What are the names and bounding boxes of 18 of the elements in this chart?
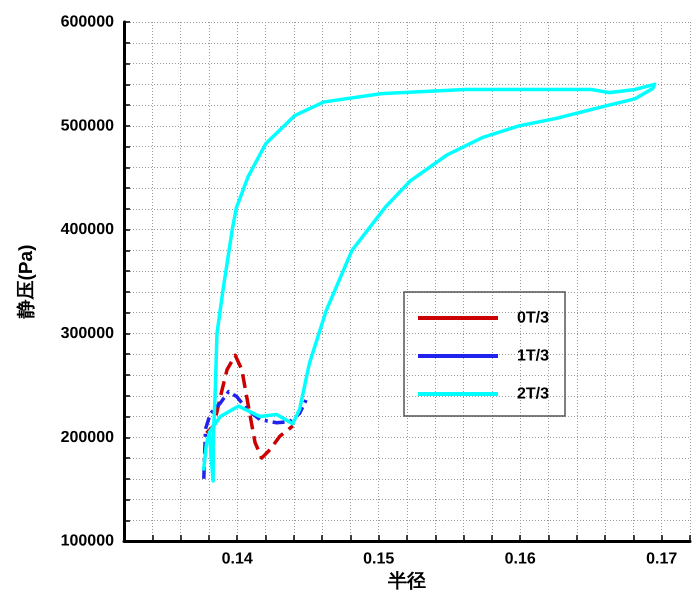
legend-label: 2T/3 — [517, 386, 550, 402]
line-series — [202, 390, 308, 481]
x-tick-label: 0.15 — [363, 550, 394, 568]
line-series — [202, 82, 657, 483]
y-tick-label: 200000 — [60, 428, 114, 446]
legend-label: 1T/3 — [517, 348, 550, 364]
y-tick-label: 300000 — [60, 324, 114, 342]
x-tick-label: 0.16 — [504, 550, 536, 568]
y-axis-title: 静压(Pa) — [16, 244, 37, 320]
x-tick-label: 0.14 — [222, 550, 253, 568]
legend-label: 0T/3 — [517, 310, 550, 326]
y-tick-label: 600000 — [60, 14, 114, 30]
y-tick-label: 100000 — [60, 532, 114, 550]
line-series — [204, 354, 295, 460]
y-tick-label: 500000 — [60, 117, 114, 134]
x-axis-title: 半径 — [387, 570, 426, 592]
x-tick-label: 0.17 — [646, 550, 678, 568]
y-tick-label: 400000 — [60, 221, 114, 238]
